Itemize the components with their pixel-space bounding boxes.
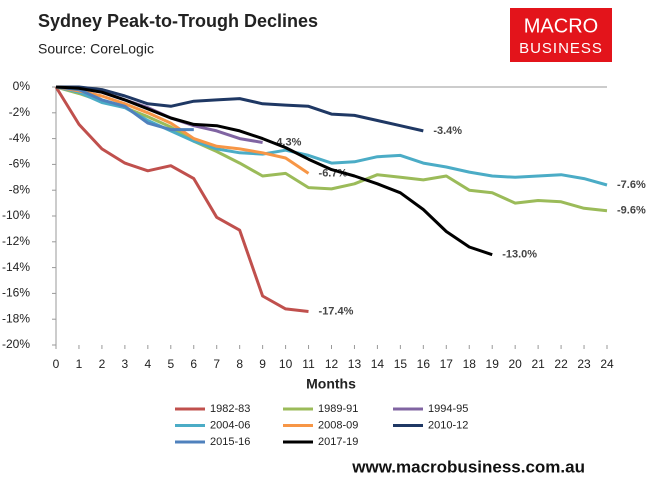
x-tick-label: 6 xyxy=(190,357,197,371)
y-tick-label: -6% xyxy=(9,157,31,171)
x-tick-label: 0 xyxy=(53,357,60,371)
series-line xyxy=(55,85,608,213)
end-label: -17.4% xyxy=(319,305,354,317)
legend-label: 1994-95 xyxy=(428,403,468,415)
series-line xyxy=(56,85,424,133)
series-line xyxy=(55,85,493,257)
x-tick-label: 24 xyxy=(600,357,614,371)
legend-label: 2015-16 xyxy=(210,436,250,448)
x-tick-label: 20 xyxy=(508,357,522,371)
y-tick-label: -10% xyxy=(2,208,30,222)
y-tick-label: -12% xyxy=(2,234,30,248)
x-tick-label: 12 xyxy=(325,357,339,371)
x-tick-label: 19 xyxy=(486,357,500,371)
footer: www.macrobusiness.com.au xyxy=(351,457,585,476)
x-tick-label: 4 xyxy=(144,357,151,371)
x-tick-label: 7 xyxy=(213,357,220,371)
x-tick-label: 14 xyxy=(371,357,385,371)
y-tick-label: -20% xyxy=(2,337,30,351)
x-tick-label: 3 xyxy=(122,357,129,371)
y-tick-label: -8% xyxy=(9,182,31,196)
x-tick-label: 9 xyxy=(259,357,266,371)
x-tick-label: 2 xyxy=(99,357,106,371)
series-line xyxy=(55,85,608,187)
legend-label: 1989-91 xyxy=(318,403,358,415)
x-tick-label: 11 xyxy=(302,357,315,371)
legend-label: 1982-83 xyxy=(210,403,250,415)
x-tick-label: 18 xyxy=(463,357,477,371)
end-label: -6.7% xyxy=(319,167,348,179)
y-tick-label: -14% xyxy=(2,260,30,274)
x-tick-label: 16 xyxy=(417,357,431,371)
chart-subtitle: Source: CoreLogic xyxy=(38,41,154,57)
legend-label: 2010-12 xyxy=(428,419,468,431)
x-tick-label: 13 xyxy=(348,357,362,371)
y-tick-label: -18% xyxy=(2,311,30,325)
x-tick-label: 21 xyxy=(531,357,545,371)
x-tick-label: 22 xyxy=(554,357,568,371)
legend-label: 2008-09 xyxy=(318,419,358,431)
end-label: -4.3% xyxy=(273,136,302,148)
x-tick-label: 23 xyxy=(577,357,591,371)
x-tick-label: 8 xyxy=(236,357,243,371)
x-tick-label: 10 xyxy=(279,357,293,371)
x-tick-label: 1 xyxy=(76,357,83,371)
legend-label: 2017-19 xyxy=(318,436,358,448)
end-label: -3.4% xyxy=(433,125,462,137)
logo-text: BUSINESS xyxy=(519,40,603,57)
end-label: -13.0% xyxy=(502,249,537,261)
y-tick-label: -2% xyxy=(9,105,31,119)
legend-label: 2004-06 xyxy=(210,419,250,431)
x-axis-label: Months xyxy=(306,376,356,392)
y-tick-label: 0% xyxy=(13,79,31,93)
y-tick-label: -16% xyxy=(2,286,30,300)
end-label: -9.6% xyxy=(617,205,646,217)
logo-text: MACRO xyxy=(524,15,598,37)
x-tick-label: 17 xyxy=(440,357,454,371)
x-tick-label: 15 xyxy=(394,357,408,371)
end-label: -7.6% xyxy=(617,179,646,191)
y-tick-label: -4% xyxy=(9,131,31,145)
chart-title: Sydney Peak-to-Trough Declines xyxy=(38,11,318,31)
logo-box xyxy=(510,8,612,62)
series-line xyxy=(54,86,309,313)
x-tick-label: 5 xyxy=(167,357,174,371)
